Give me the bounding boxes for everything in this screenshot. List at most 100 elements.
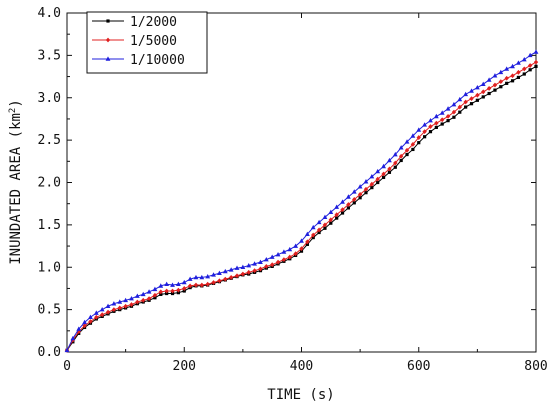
- data-point: [322, 222, 328, 228]
- data-point: [393, 165, 397, 169]
- data-point: [439, 110, 445, 115]
- data-point: [522, 72, 526, 76]
- data-point: [510, 73, 515, 79]
- data-point: [381, 171, 386, 177]
- series-line: [66, 65, 537, 351]
- data-point: [475, 98, 479, 102]
- data-point: [164, 281, 170, 286]
- x-axis-title: TIME (s): [267, 387, 334, 403]
- data-point: [334, 204, 340, 209]
- data-point: [170, 288, 175, 294]
- data-point: [82, 319, 87, 325]
- series-line: [66, 51, 537, 351]
- data-point: [398, 145, 404, 150]
- data-point: [310, 224, 316, 230]
- y-axis-title-close: ): [8, 99, 24, 107]
- data-point: [417, 141, 421, 145]
- data-point: [510, 79, 515, 83]
- data-point: [258, 266, 263, 272]
- data-point: [410, 133, 416, 138]
- data-point: [528, 68, 532, 72]
- data-point: [158, 289, 163, 295]
- data-point: [117, 305, 122, 311]
- data-point: [264, 264, 269, 269]
- data-point: [293, 243, 299, 248]
- y-tick-label: 3.5: [38, 48, 61, 63]
- x-tick-label: 600: [407, 359, 430, 374]
- data-point: [504, 66, 510, 71]
- data-point: [316, 219, 322, 225]
- data-point: [311, 232, 316, 238]
- data-point: [387, 157, 392, 163]
- data-point: [281, 257, 287, 263]
- data-point: [99, 307, 105, 312]
- data-point: [70, 335, 76, 341]
- x-tick-label: 400: [290, 359, 313, 374]
- data-point: [452, 115, 456, 119]
- data-point: [428, 118, 433, 123]
- data-point: [375, 168, 381, 174]
- data-point: [193, 282, 199, 288]
- data-point: [88, 314, 93, 320]
- data-point: [328, 209, 334, 214]
- data-point: [275, 251, 281, 257]
- data-point: [258, 259, 263, 264]
- data-point: [105, 303, 111, 309]
- data-point: [486, 86, 492, 91]
- data-point: [346, 194, 351, 199]
- data-point: [199, 282, 205, 288]
- data-point: [393, 160, 398, 166]
- data-point: [335, 216, 339, 220]
- data-point: [76, 326, 82, 331]
- data-point: [82, 323, 87, 329]
- tick-labels: 0 200 400 600 800 0.0 0.5 1.0 1.5 2.0 2.5 3.0 3.5 4.0: [38, 6, 548, 374]
- data-point: [205, 281, 210, 287]
- data-point: [211, 272, 216, 277]
- data-point: [410, 141, 416, 147]
- data-point: [334, 212, 339, 218]
- data-point: [322, 214, 328, 220]
- data-point: [165, 291, 169, 296]
- data-point: [287, 254, 292, 260]
- data-point: [445, 106, 451, 111]
- data-point: [175, 281, 181, 286]
- legend-entry: 1/2000: [92, 15, 177, 30]
- legend-label: 1/5000: [130, 34, 177, 49]
- data-point: [486, 77, 492, 82]
- data-point: [469, 96, 474, 101]
- data-point: [392, 151, 398, 157]
- data-point: [269, 262, 275, 268]
- data-point: [252, 268, 257, 274]
- data-point: [381, 175, 386, 180]
- data-point: [234, 265, 240, 270]
- data-point: [159, 292, 163, 296]
- data-point: [381, 163, 386, 169]
- y-tick-label: 2.0: [38, 176, 61, 191]
- data-point: [281, 249, 287, 254]
- data-point: [293, 251, 298, 257]
- data-point: [434, 120, 439, 126]
- data-point: [328, 217, 334, 223]
- data-point: [117, 299, 123, 304]
- y-tick-label: 2.5: [38, 133, 61, 148]
- data-point: [123, 297, 129, 303]
- data-point: [522, 66, 527, 72]
- data-point: [533, 49, 539, 54]
- data-point: [440, 122, 444, 126]
- data-point: [252, 261, 257, 266]
- data-point: [422, 122, 428, 127]
- data-point: [399, 158, 403, 163]
- data-point: [499, 85, 503, 89]
- data-point: [170, 291, 175, 296]
- data-point: [181, 279, 187, 285]
- data-point: [146, 289, 152, 294]
- y-axis-title: INUNDATED AREA (km2): [8, 99, 24, 265]
- data-point: [111, 307, 117, 313]
- data-point: [493, 88, 497, 92]
- data-point: [93, 310, 99, 315]
- data-point: [416, 135, 421, 140]
- data-point: [170, 282, 175, 287]
- x-tick-label: 200: [173, 359, 196, 374]
- data-point: [193, 274, 199, 280]
- data-point: [387, 170, 392, 174]
